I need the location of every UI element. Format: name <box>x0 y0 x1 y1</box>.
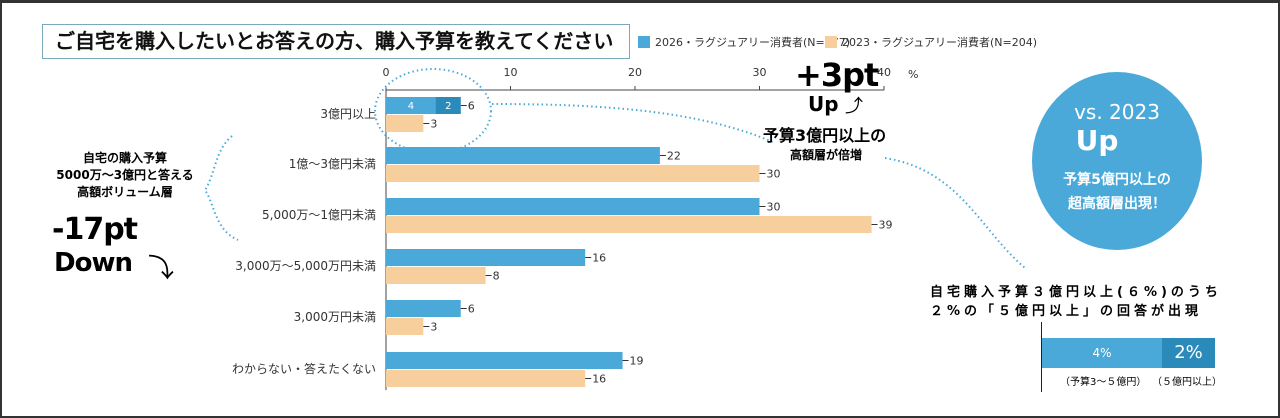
down-arrow-icon: ⤵ <box>148 254 175 284</box>
up-arrow-icon: ⤴ <box>845 96 863 117</box>
highlight-ellipse <box>374 68 492 154</box>
note-bar-label: （５億円以上） <box>1152 377 1222 388</box>
note-bar-label: （予算3～５億円） <box>1060 377 1147 388</box>
connector-line <box>491 103 776 144</box>
up3-label: +3pt <box>795 56 879 94</box>
circle-up: Up <box>1075 124 1119 157</box>
legend-swatch <box>825 36 837 48</box>
up3-text2: 高額層が倍増 <box>790 148 863 162</box>
left-text: 5000万～3億円と答える <box>56 168 194 182</box>
data-label: 30 <box>767 168 781 181</box>
brace <box>203 135 239 241</box>
legend-2026: 2026・ラグジュアリー消費者(N=177) <box>638 34 850 50</box>
connector-line <box>884 157 1026 269</box>
bar-2023 <box>386 370 586 387</box>
x-tick-label: 30 <box>753 66 767 79</box>
left-text: 自宅の購入予算 <box>82 151 167 165</box>
note-line: 自宅購入予算３億円以上(６%)のうち <box>930 285 1222 300</box>
note-axis <box>1041 322 1042 392</box>
left-annotation: 自宅の購入予算 5000万～3億円と答える 高額ボリューム層 <box>56 150 193 201</box>
x-tick-label: 40 <box>877 66 891 79</box>
data-label: 6 <box>468 100 475 113</box>
note: 自宅購入予算３億円以上(６%)のうち ２%の「５億円以上」の回答が出現 <box>930 283 1222 321</box>
x-tick-label: 0 <box>383 66 390 79</box>
bar-2023 <box>386 115 424 132</box>
bar-2026 <box>386 198 760 215</box>
bar-2023 <box>386 267 486 284</box>
legend-label: 2026・ラグジュアリー消費者(N=177) <box>655 36 851 49</box>
category-label: 3,000万～5,000万円未満 <box>235 259 376 273</box>
data-label: 8 <box>493 270 500 283</box>
chart-title: ご自宅を購入したいとお答えの方、購入予算を教えてください <box>42 24 630 59</box>
data-label: 22 <box>667 150 681 163</box>
category-label: わからない・答えたくない <box>232 361 376 376</box>
bar-2026 <box>386 147 660 164</box>
up3-text1: 予算3億円以上の <box>763 126 887 145</box>
data-label: 6 <box>468 303 475 316</box>
circle-text: 予算5億円以上の <box>1063 172 1171 188</box>
category-label: 1億～3億円未満 <box>289 157 376 171</box>
highlight-circle: vs. 2023 Up 予算5億円以上の 超高額層出現！ <box>1032 72 1202 250</box>
up3-sub: Up <box>808 92 839 116</box>
left-text: 高額ボリューム層 <box>77 185 173 199</box>
bar-split-segment <box>435 97 461 114</box>
bar-2023 <box>386 318 424 335</box>
circle-text: 超高額層出現！ <box>1068 196 1166 212</box>
note-line: ２%の「５億円以上」の回答が出現 <box>930 304 1203 319</box>
bar-2026 <box>386 249 586 266</box>
x-tick-label: 20 <box>628 66 642 79</box>
data-label: 3 <box>430 118 437 131</box>
split-label: 2 <box>445 101 451 112</box>
legend-swatch <box>638 36 650 48</box>
data-label: 16 <box>592 252 606 265</box>
legend-2023: 2023・ラグジュアリー消費者(N=204) <box>825 34 1037 50</box>
bar-2026 <box>386 300 461 317</box>
circle-vs: vs. 2023 <box>1074 100 1160 124</box>
category-label: 3,000万円未満 <box>294 310 376 324</box>
legend-label: 2023・ラグジュアリー消費者(N=204) <box>842 36 1038 49</box>
data-label: 3 <box>430 321 437 334</box>
category-label: 5,000万～1億円未満 <box>262 208 376 222</box>
data-label: 39 <box>879 219 893 232</box>
note-bar-5plus: 2% <box>1162 338 1215 368</box>
x-unit: % <box>908 68 918 81</box>
data-label: 19 <box>630 355 644 368</box>
bar-2026 <box>386 352 623 369</box>
note-bar-3to5: 4% <box>1042 338 1162 368</box>
split-label: 4 <box>408 101 414 112</box>
bar-2023 <box>386 216 872 233</box>
bar-split-segment <box>386 97 436 114</box>
x-tick-label: 10 <box>504 66 518 79</box>
data-label: 16 <box>592 373 606 386</box>
bar-2023 <box>386 165 760 182</box>
down-label: -17pt <box>52 212 138 247</box>
down-sub: Down <box>54 248 133 278</box>
data-label: 30 <box>767 201 781 214</box>
category-label: 3億円以上 <box>320 107 376 121</box>
